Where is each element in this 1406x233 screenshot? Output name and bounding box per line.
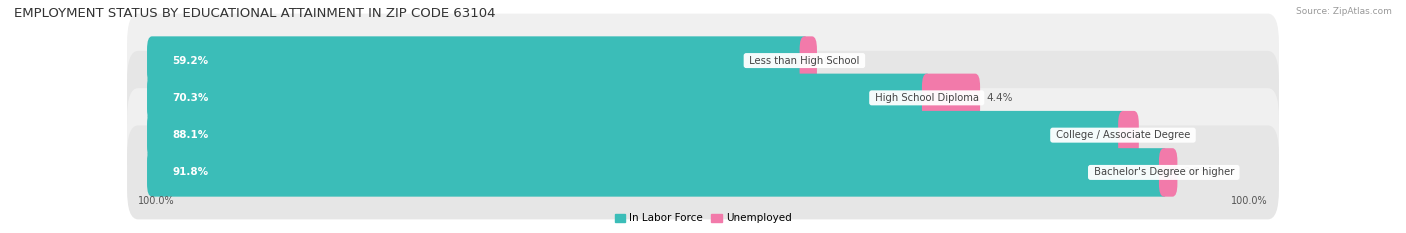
Text: 0.7%: 0.7% [823,56,849,65]
FancyBboxPatch shape [1118,111,1139,159]
FancyBboxPatch shape [127,14,1279,108]
Text: 4.4%: 4.4% [986,93,1012,103]
Text: 100.0%: 100.0% [1232,195,1268,206]
Text: Bachelor's Degree or higher: Bachelor's Degree or higher [1091,168,1237,177]
Text: Less than High School: Less than High School [747,56,863,65]
Text: 70.3%: 70.3% [173,93,209,103]
FancyBboxPatch shape [148,36,810,85]
FancyBboxPatch shape [800,36,817,85]
FancyBboxPatch shape [148,148,1168,197]
FancyBboxPatch shape [148,111,1128,159]
Legend: In Labor Force, Unemployed: In Labor Force, Unemployed [610,209,796,228]
Text: High School Diploma: High School Diploma [872,93,981,103]
FancyBboxPatch shape [127,125,1279,219]
Text: 91.8%: 91.8% [173,168,208,177]
FancyBboxPatch shape [148,74,932,122]
Text: 100.0%: 100.0% [138,195,174,206]
Text: 1.0%: 1.0% [1144,130,1171,140]
Text: 0.8%: 0.8% [1184,168,1211,177]
FancyBboxPatch shape [1159,148,1177,197]
Text: 88.1%: 88.1% [173,130,208,140]
Text: EMPLOYMENT STATUS BY EDUCATIONAL ATTAINMENT IN ZIP CODE 63104: EMPLOYMENT STATUS BY EDUCATIONAL ATTAINM… [14,7,495,20]
Text: Source: ZipAtlas.com: Source: ZipAtlas.com [1296,7,1392,16]
FancyBboxPatch shape [127,88,1279,182]
Text: 59.2%: 59.2% [173,56,208,65]
FancyBboxPatch shape [127,51,1279,145]
Text: College / Associate Degree: College / Associate Degree [1053,130,1194,140]
FancyBboxPatch shape [922,74,980,122]
